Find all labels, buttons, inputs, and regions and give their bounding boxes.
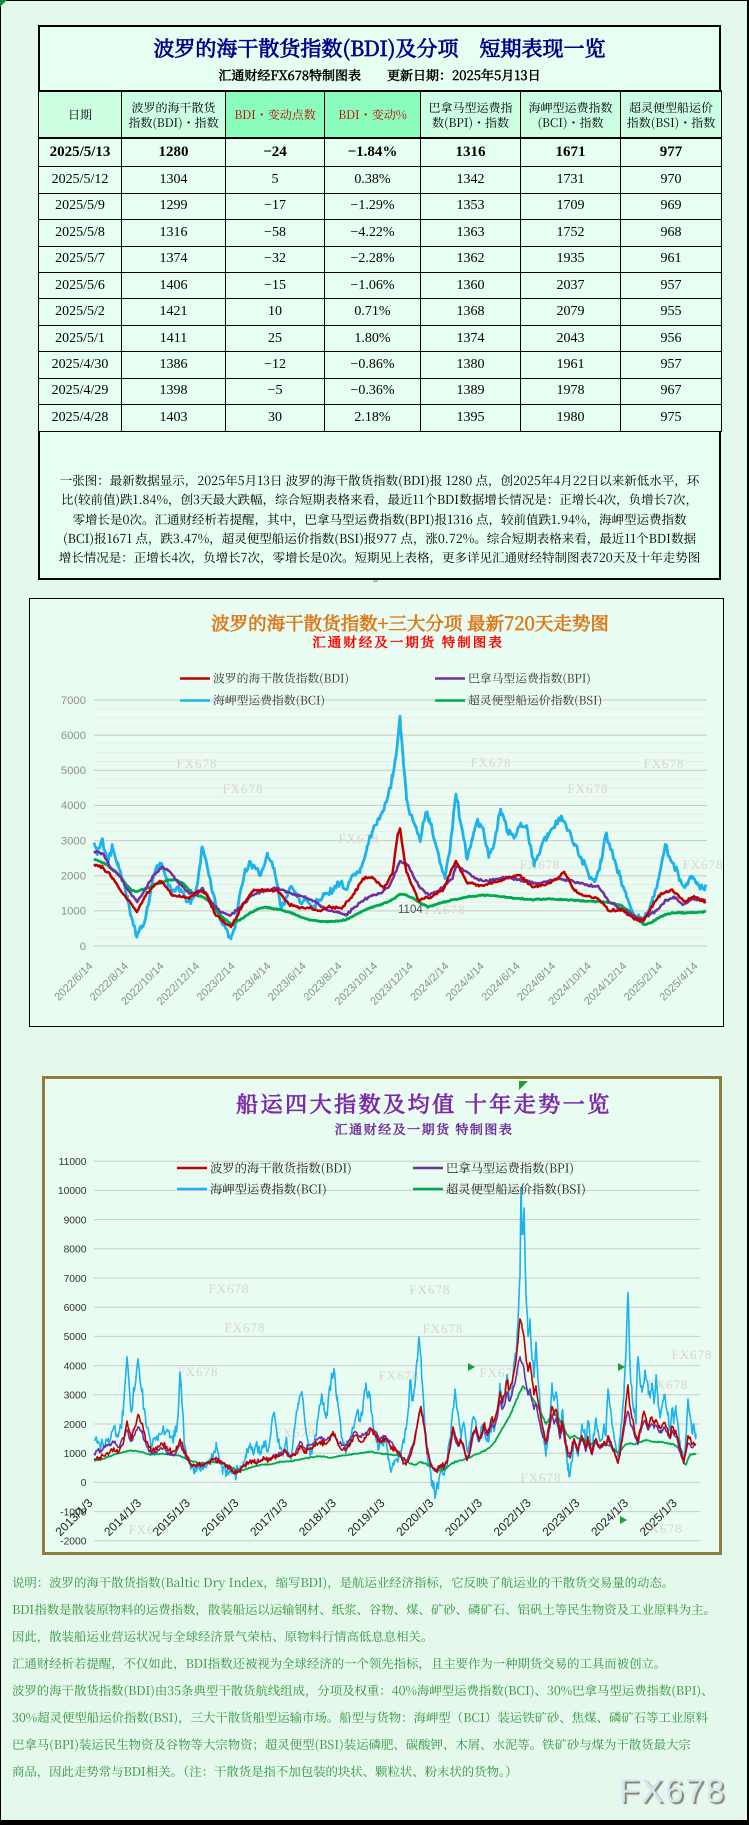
svg-text:11000: 11000 <box>59 1157 87 1168</box>
svg-text:巴拿马型运费指数(BPI): 巴拿马型运费指数(BPI) <box>446 1159 574 1177</box>
svg-text:2000: 2000 <box>61 871 86 883</box>
svg-text:10000: 10000 <box>58 1186 87 1197</box>
svg-text:4000: 4000 <box>64 1361 87 1372</box>
svg-text:2018/1/3: 2018/1/3 <box>296 1496 339 1539</box>
svg-text:FX678: FX678 <box>424 902 465 917</box>
svg-text:-2000: -2000 <box>60 1537 87 1548</box>
svg-text:FX678: FX678 <box>682 857 723 872</box>
svg-text:8000: 8000 <box>64 1245 87 1256</box>
svg-text:FX678: FX678 <box>567 781 608 796</box>
svg-text:0: 0 <box>81 1478 87 1489</box>
svg-text:汇通财经及一期货 特制图表: 汇通财经及一期货 特制图表 <box>312 631 503 651</box>
svg-text:FX678: FX678 <box>479 1365 520 1380</box>
svg-text:2000: 2000 <box>64 1420 87 1431</box>
svg-text:0: 0 <box>80 941 86 953</box>
svg-text:1000: 1000 <box>61 906 86 918</box>
svg-text:超灵便型船运价指数(BSI): 超灵便型船运价指数(BSI) <box>446 1180 586 1198</box>
svg-text:7000: 7000 <box>64 1274 87 1285</box>
svg-text:FX678: FX678 <box>520 1470 561 1485</box>
svg-text:1104: 1104 <box>398 904 423 916</box>
svg-text:FX678: FX678 <box>641 1521 682 1536</box>
svg-text:5000: 5000 <box>61 765 86 777</box>
svg-text:汇通财经及一期货 特制图表: 汇通财经及一期货 特制图表 <box>335 1119 514 1138</box>
svg-text:2019/1/3: 2019/1/3 <box>345 1496 388 1539</box>
svg-text:4000: 4000 <box>61 800 86 812</box>
svg-text:FX678: FX678 <box>176 756 217 771</box>
svg-text:FX678: FX678 <box>378 1368 419 1383</box>
svg-text:FX678: FX678 <box>208 1281 249 1296</box>
svg-text:FX678: FX678 <box>470 755 511 770</box>
svg-text:6000: 6000 <box>61 730 86 742</box>
svg-text:2021/1/3: 2021/1/3 <box>442 1496 485 1539</box>
svg-text:2013/1/3: 2013/1/3 <box>52 1496 95 1539</box>
svg-text:FX678: FX678 <box>671 1347 712 1362</box>
svg-text:9000: 9000 <box>64 1215 87 1226</box>
svg-text:6000: 6000 <box>64 1303 87 1314</box>
svg-text:2020/1/3: 2020/1/3 <box>393 1496 436 1539</box>
svg-text:FX678: FX678 <box>409 1282 450 1297</box>
svg-text:FX678: FX678 <box>519 857 560 872</box>
svg-text:巴拿马型运费指数(BPI): 巴拿马型运费指数(BPI) <box>468 670 591 687</box>
svg-text:FX678: FX678 <box>422 1321 463 1336</box>
svg-text:FX678: FX678 <box>338 831 379 846</box>
svg-text:波罗的海干散货指数+三大分项 最新720天走势图: 波罗的海干散货指数+三大分项 最新720天走势图 <box>211 610 609 636</box>
svg-text:波罗的海干散货指数(BDI): 波罗的海干散货指数(BDI) <box>210 1159 352 1177</box>
svg-text:FX678: FX678 <box>643 756 684 771</box>
svg-text:2022/1/3: 2022/1/3 <box>491 1496 534 1539</box>
svg-text:2017/1/3: 2017/1/3 <box>247 1496 290 1539</box>
svg-text:海岬型运费指数(BCI): 海岬型运费指数(BCI) <box>213 692 325 709</box>
svg-text:FX678: FX678 <box>177 1364 218 1379</box>
svg-text:3000: 3000 <box>64 1391 87 1402</box>
svg-text:1000: 1000 <box>64 1449 87 1460</box>
svg-text:船运四大指数及均值 十年走势一览: 船运四大指数及均值 十年走势一览 <box>235 1088 612 1119</box>
svg-text:FX678: FX678 <box>128 1522 169 1537</box>
svg-text:超灵便型船运价指数(BSI): 超灵便型船运价指数(BSI) <box>468 692 602 709</box>
svg-text:2023/1/3: 2023/1/3 <box>539 1496 582 1539</box>
svg-text:2016/1/3: 2016/1/3 <box>199 1496 242 1539</box>
svg-text:3000: 3000 <box>61 835 86 847</box>
svg-text:2015/1/3: 2015/1/3 <box>150 1496 193 1539</box>
svg-text:海岬型运费指数(BCI): 海岬型运费指数(BCI) <box>210 1180 327 1198</box>
svg-text:7000: 7000 <box>61 695 86 707</box>
svg-text:-1000: -1000 <box>60 1507 87 1518</box>
svg-text:5000: 5000 <box>64 1332 87 1343</box>
svg-text:波罗的海干散货指数(BDI): 波罗的海干散货指数(BDI) <box>213 670 349 687</box>
svg-text:FX678: FX678 <box>224 1320 265 1335</box>
svg-text:2024/1/3: 2024/1/3 <box>588 1496 631 1539</box>
svg-text:2025/4/14: 2025/4/14 <box>658 960 701 1003</box>
svg-text:FX678: FX678 <box>222 781 263 796</box>
